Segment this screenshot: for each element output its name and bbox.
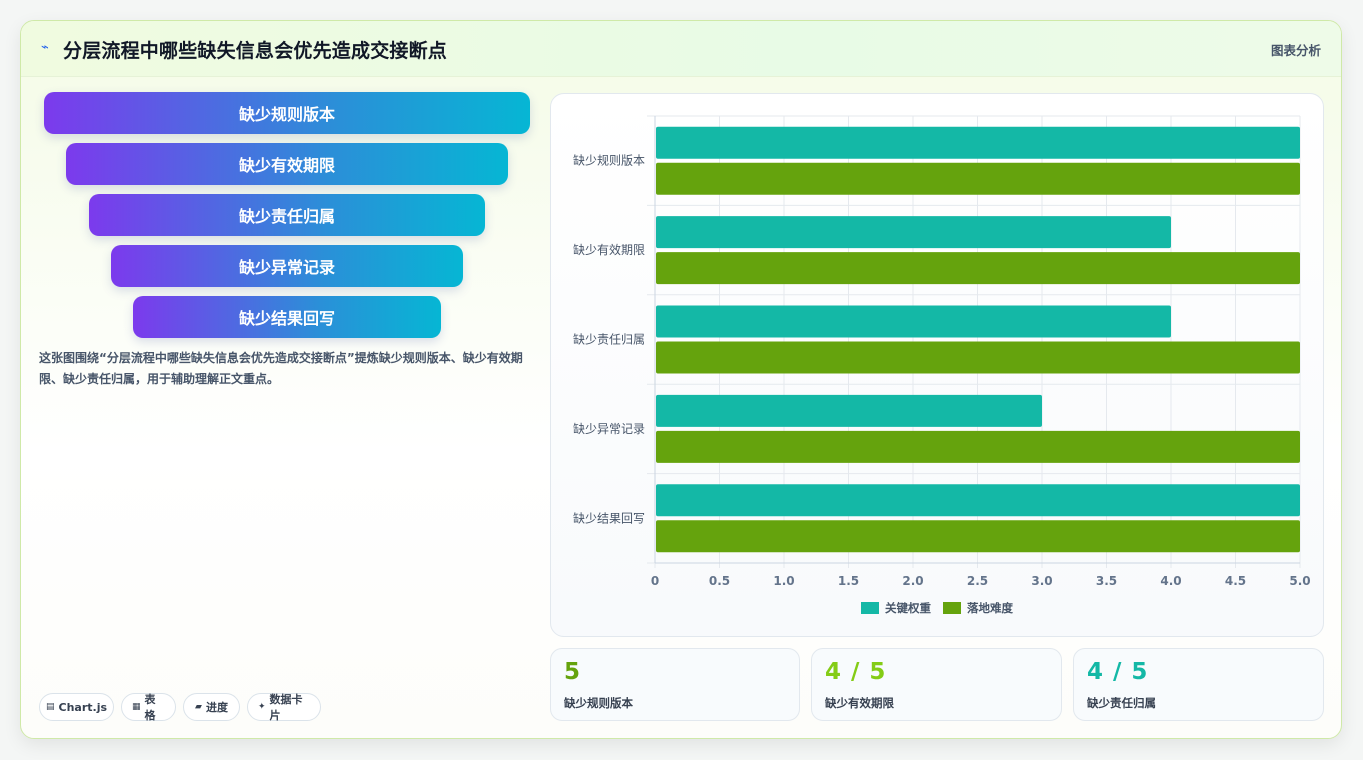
x-tick-label: 3.5 — [1096, 574, 1117, 588]
funnel-item-3: 缺少责任归属 — [89, 194, 485, 236]
x-tick-label: 1.5 — [838, 574, 859, 588]
chart-panel: 0 0.5 1.0 1.5 2.0 2.5 3.0 3.5 4.0 4.5 5.0 缺少规则版本 缺少有… — [550, 93, 1324, 637]
bar — [656, 305, 1171, 338]
legend-swatch — [943, 602, 961, 614]
x-tick-label: 4.5 — [1225, 574, 1246, 588]
y-tick-label: 缺少结果回写 — [573, 510, 645, 525]
header: ⌁ 分层流程中哪些缺失信息会优先造成交接断点 图表分析 — [21, 21, 1341, 77]
y-tick-label: 缺少异常记录 — [573, 421, 645, 436]
funnel-item-5: 缺少结果回写 — [133, 296, 441, 338]
y-tick-label: 缺少规则版本 — [573, 153, 645, 168]
stat-value: 4 / 5 — [1087, 659, 1149, 685]
x-tick-label: 2.0 — [902, 574, 923, 588]
bar — [656, 216, 1171, 249]
bar — [656, 126, 1300, 159]
chart-line-icon: ⌁ — [41, 40, 49, 55]
x-tick-label: 1.0 — [773, 574, 794, 588]
stat-card-1: 5 缺少规则版本 — [550, 648, 800, 721]
pill-label: 表格 — [144, 693, 156, 722]
pill-progress[interactable]: ▰ 进度 — [183, 693, 240, 721]
x-tick-label: 3.0 — [1031, 574, 1052, 588]
x-tick-label: 4.0 — [1160, 574, 1181, 588]
bar-chart: 0 0.5 1.0 1.5 2.0 2.5 3.0 3.5 4.0 4.5 5.0 缺少规则版本缺少有… — [573, 115, 1311, 615]
stat-value: 4 / 5 — [825, 659, 887, 685]
page-title: 分层流程中哪些缺失信息会优先造成交接断点 — [63, 40, 448, 62]
stat-label: 缺少有效期限 — [825, 696, 894, 710]
stat-label: 缺少规则版本 — [564, 696, 633, 710]
chart-icon: ▤ — [45, 702, 55, 712]
x-tick-label: 0 — [651, 574, 659, 588]
x-tick-label: 2.5 — [967, 574, 988, 588]
funnel-item-label: 缺少异常记录 — [238, 258, 335, 277]
y-tick-label: 缺少责任归属 — [573, 332, 645, 347]
stat-card-3: 4 / 5 缺少责任归属 — [1073, 648, 1324, 721]
bar — [656, 394, 1042, 427]
funnel-item-1: 缺少规则版本 — [44, 92, 530, 134]
bar — [656, 430, 1300, 463]
x-tick-label: 0.5 — [709, 574, 730, 588]
legend-swatch — [861, 602, 879, 614]
chart-description: 这张图围绕“分层流程中哪些缺失信息会优先造成交接断点”提炼缺少规则版本、缺少有效… — [39, 351, 523, 386]
pill-table[interactable]: ▦ 表格 — [121, 693, 176, 722]
bar — [656, 162, 1300, 195]
chart-analysis-tag: 图表分析 — [1270, 43, 1321, 58]
stat-card-2: 4 / 5 缺少有效期限 — [811, 648, 1062, 721]
bar — [656, 520, 1300, 553]
funnel-item-2: 缺少有效期限 — [66, 143, 508, 185]
stat-value: 5 — [564, 659, 582, 685]
pill-label: 进度 — [205, 701, 228, 714]
bar — [656, 252, 1300, 285]
main-card: ⌁ 分层流程中哪些缺失信息会优先造成交接断点 图表分析 缺少规则版本 缺少有效期… — [20, 20, 1342, 739]
stat-label: 缺少责任归属 — [1087, 696, 1156, 710]
progress-icon: ▰ — [195, 702, 202, 712]
pill-label: Chart.js — [58, 700, 108, 714]
table-icon: ▦ — [132, 702, 141, 712]
funnel-item-label: 缺少责任归属 — [238, 207, 335, 226]
pill-chartjs[interactable]: ▤ Chart.js — [39, 693, 114, 721]
legend-label: 关键权重 — [885, 601, 931, 615]
funnel-item-label: 缺少结果回写 — [238, 309, 335, 328]
pill-label: 数据卡片 — [269, 693, 303, 722]
legend-label: 落地难度 — [967, 601, 1013, 615]
sparkle-icon: ✦ — [258, 702, 266, 712]
bar — [656, 341, 1300, 374]
pill-data-card[interactable]: ✦ 数据卡片 — [247, 693, 321, 722]
bar — [656, 484, 1300, 517]
funnel-item-label: 缺少规则版本 — [238, 105, 335, 124]
y-tick-label: 缺少有效期限 — [573, 242, 645, 257]
x-tick-label: 5.0 — [1289, 574, 1310, 588]
funnel-item-label: 缺少有效期限 — [238, 156, 335, 175]
funnel-item-4: 缺少异常记录 — [111, 245, 463, 287]
